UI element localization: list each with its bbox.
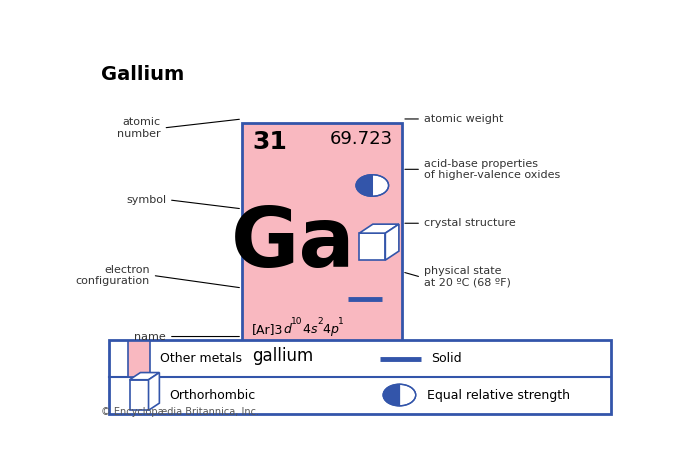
- Text: 69.723: 69.723: [329, 130, 393, 148]
- Text: physical state
at 20 ºC (68 ºF): physical state at 20 ºC (68 ºF): [424, 266, 511, 288]
- Text: 10: 10: [291, 317, 302, 326]
- Text: d: d: [284, 323, 291, 336]
- Text: p: p: [330, 323, 338, 336]
- Polygon shape: [359, 224, 399, 233]
- Text: Solid: Solid: [431, 353, 461, 365]
- FancyBboxPatch shape: [242, 122, 402, 374]
- Text: 31: 31: [252, 130, 287, 154]
- Wedge shape: [383, 384, 400, 406]
- Text: 1: 1: [338, 317, 344, 326]
- Text: 2: 2: [317, 317, 323, 326]
- Text: atomic
number: atomic number: [117, 117, 161, 139]
- FancyBboxPatch shape: [109, 340, 611, 414]
- Text: [Ar]3: [Ar]3: [252, 323, 284, 336]
- Polygon shape: [359, 233, 385, 260]
- Text: s: s: [311, 323, 317, 336]
- Wedge shape: [356, 175, 372, 196]
- Text: © Encyclopædia Britannica, Inc.: © Encyclopædia Britannica, Inc.: [101, 407, 259, 417]
- Polygon shape: [130, 373, 160, 380]
- Text: crystal structure: crystal structure: [424, 218, 516, 228]
- Text: gallium: gallium: [252, 347, 313, 365]
- Text: 4: 4: [302, 323, 311, 336]
- Text: atomic weight: atomic weight: [424, 114, 503, 124]
- Polygon shape: [130, 380, 148, 410]
- Text: electron
configuration: electron configuration: [76, 265, 150, 286]
- Text: acid-base properties
of higher-valence oxides: acid-base properties of higher-valence o…: [424, 158, 560, 180]
- Text: Orthorhombic: Orthorhombic: [169, 389, 256, 402]
- Text: Ga: Ga: [231, 203, 356, 284]
- Text: Equal relative strength: Equal relative strength: [426, 389, 570, 402]
- Text: name: name: [134, 332, 166, 341]
- Wedge shape: [372, 175, 389, 196]
- FancyBboxPatch shape: [128, 341, 150, 377]
- Wedge shape: [400, 384, 416, 406]
- Polygon shape: [148, 373, 160, 410]
- Text: Other metals: Other metals: [160, 353, 241, 365]
- Text: 4: 4: [323, 323, 330, 336]
- Text: symbol: symbol: [126, 195, 166, 205]
- Polygon shape: [385, 224, 399, 260]
- Text: Gallium: Gallium: [101, 65, 184, 84]
